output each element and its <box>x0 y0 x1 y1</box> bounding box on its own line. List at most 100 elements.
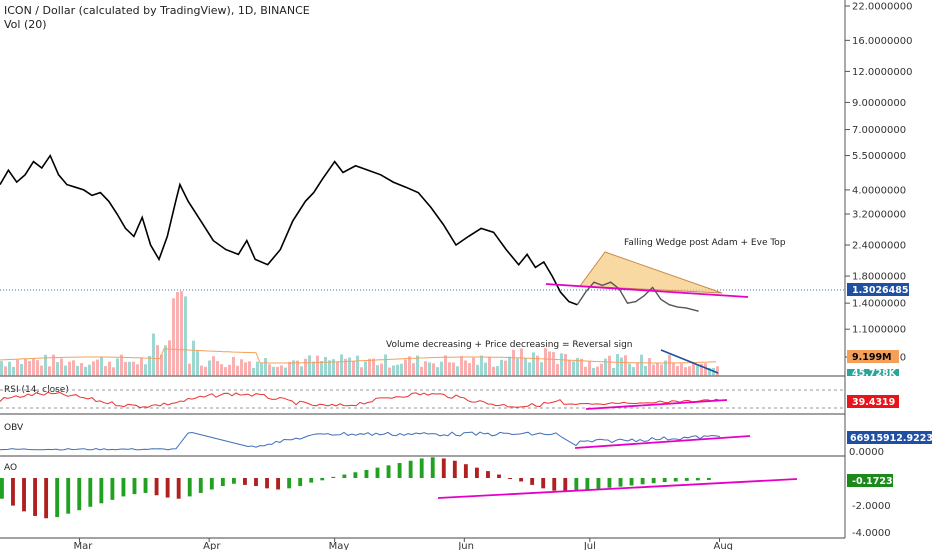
rsi-tag-bg <box>847 395 899 408</box>
volume-bar <box>304 358 307 376</box>
volume-bar <box>560 353 563 376</box>
volume-bar <box>352 360 355 376</box>
volume-bar <box>596 366 599 376</box>
volume-bar <box>492 366 495 376</box>
volume-bar <box>256 361 259 376</box>
volume-bar <box>224 367 227 376</box>
ao-trendline[interactable] <box>437 478 798 499</box>
ao-bar <box>684 478 689 481</box>
volume-bar <box>292 360 295 376</box>
ao-bar <box>353 472 358 478</box>
volume-bar <box>668 354 671 376</box>
obv-tag: 66915912.9223 <box>850 433 932 444</box>
volume-bar <box>168 340 171 376</box>
volume-trendline[interactable] <box>660 349 719 374</box>
volume-bar <box>400 363 403 376</box>
volume-bar <box>232 356 235 376</box>
volume-bar <box>576 357 579 376</box>
month-tick-label: Jun <box>457 541 474 550</box>
volume-bar <box>420 366 423 376</box>
volume-bar <box>512 349 515 376</box>
volume-bar <box>288 361 291 376</box>
ao-histogram <box>0 457 711 519</box>
volume-bar <box>408 356 411 376</box>
volume-bar <box>308 355 311 376</box>
month-tick-label: May <box>329 541 350 550</box>
volume-bar <box>340 354 343 376</box>
volume-bar <box>284 367 287 376</box>
ao-bar <box>474 467 479 478</box>
volume-bar <box>208 360 211 376</box>
volume-bar <box>124 361 127 376</box>
volume-bar <box>692 362 695 376</box>
ao-bar <box>143 478 148 493</box>
volume-bar <box>372 358 375 376</box>
ao-bar <box>165 478 170 498</box>
volume-annotation: Volume decreasing + Price decreasing = R… <box>386 340 633 350</box>
ao-bar <box>309 478 314 483</box>
volume-bar <box>196 350 199 376</box>
volume-bar <box>364 361 367 376</box>
volume-indicator-label: Vol (20) <box>4 18 47 31</box>
volume-bar <box>620 357 623 376</box>
volume-bar <box>244 362 247 376</box>
wedge-price-line <box>576 281 699 312</box>
ao-bar <box>519 478 524 482</box>
price-tick-label: 22.0000000 <box>852 2 912 13</box>
volume-bar <box>368 358 371 376</box>
volume-bar <box>696 365 699 376</box>
ao-bar <box>66 478 71 514</box>
volume-bar <box>120 354 123 376</box>
volume-bar <box>604 358 607 376</box>
obv-line <box>0 431 721 451</box>
volume-bar <box>684 367 687 376</box>
ao-bar <box>463 464 468 478</box>
volume-bar <box>212 356 215 376</box>
volume-bar <box>96 359 99 376</box>
volume-bar <box>464 360 467 376</box>
ao-bar <box>486 471 490 478</box>
ao-bar <box>342 474 347 478</box>
volume-bar <box>628 363 631 376</box>
price-tick-label: 1.1000000 <box>852 325 906 336</box>
price-tick-label: 16.0000000 <box>852 36 912 47</box>
rsi-trendline[interactable] <box>585 399 728 410</box>
volume-bar <box>396 364 399 376</box>
ao-bar <box>629 478 634 486</box>
volume-bar <box>104 366 107 376</box>
obv-label: OBV <box>4 423 24 433</box>
volume-bar <box>20 364 23 376</box>
ao-bar <box>287 478 292 489</box>
volume-bar <box>268 364 271 376</box>
month-tick-label: Jul <box>583 541 596 550</box>
volume-bar <box>488 356 491 376</box>
volume-tag: 9.199M <box>852 352 892 363</box>
volume-bar <box>672 363 675 376</box>
wedge-support-trendline[interactable] <box>545 283 749 298</box>
volume-bar <box>116 358 119 376</box>
ao-bar <box>662 478 667 483</box>
volume-bar <box>636 362 639 376</box>
volume-bar <box>508 356 511 376</box>
volume-bar <box>80 363 83 376</box>
volume-bar <box>36 360 39 376</box>
volume-bar <box>272 366 275 376</box>
volume-bar <box>16 359 19 376</box>
month-tick-label: Mar <box>73 541 93 550</box>
ao-label: AO <box>4 463 17 473</box>
volume-bar <box>412 363 415 376</box>
ao-bar <box>0 478 4 499</box>
volume-bar <box>716 366 719 376</box>
ao-bar <box>618 478 623 487</box>
volume-bar <box>480 355 483 376</box>
volume-moving-average <box>0 348 717 364</box>
volume-bar <box>56 362 59 376</box>
volume-bar <box>200 365 203 376</box>
volume-bar <box>664 360 667 376</box>
volume-bar <box>8 361 11 376</box>
obv-trendline[interactable] <box>574 435 751 449</box>
volume-bar <box>564 353 567 376</box>
wedge-annotation: Falling Wedge post Adam + Eve Top <box>624 238 786 248</box>
